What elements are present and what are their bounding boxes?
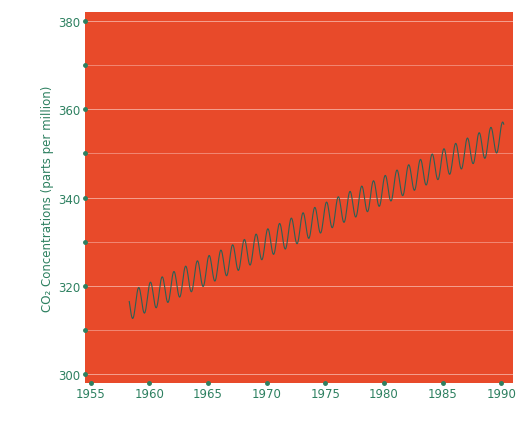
Y-axis label: CO₂ Concentrations (parts per million): CO₂ Concentrations (parts per million)	[41, 85, 54, 311]
